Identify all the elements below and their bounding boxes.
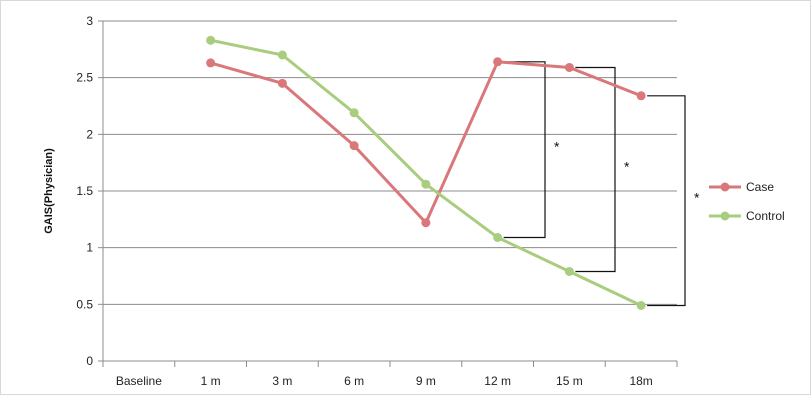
x-tick-label: 18m [629,374,652,388]
y-tick-label: 2.5 [76,71,93,85]
x-tick-labels: Baseline 1 m 3 m 6 m 9 m 12 m 15 m 18m [116,374,653,388]
data-point-case [564,62,574,72]
series-line-case [210,60,642,225]
x-tick-label: Baseline [116,374,162,388]
data-point-case [349,141,359,151]
significance-bracket [503,61,546,239]
significance-star: * [694,190,700,206]
data-point-case [206,58,216,68]
x-tick-label: 1 m [201,374,221,388]
x-tick-label: 15 m [556,374,583,388]
data-point-control [349,108,359,118]
x-tick-label: 12 m [484,374,511,388]
significance-star: * [554,139,560,155]
data-point-control [277,50,287,60]
legend-label-control: Control [746,209,785,223]
axes [98,20,678,367]
data-point-control [564,266,574,276]
series-lines [206,35,646,310]
x-tick-label: 6 m [344,374,364,388]
legend: Case Control [709,180,785,223]
y-tick-labels: 0 0.5 1 1.5 2 2.5 3 [76,14,93,368]
data-point-control [206,35,216,45]
gridlines [103,20,677,305]
legend-marker-control [720,211,730,221]
data-point-control [636,300,646,310]
data-point-case [493,57,503,67]
x-tick-label: 3 m [272,374,292,388]
y-tick-label: 1 [86,241,93,255]
y-tick-label: 2 [86,127,93,141]
data-point-case [636,91,646,101]
y-axis-label: GAIS(Physician) [43,148,55,234]
y-tick-label: 3 [86,14,93,28]
data-point-control [421,179,431,189]
significance-brackets: * * * [503,61,700,307]
y-tick-label: 0 [86,354,93,368]
legend-marker-case [720,182,730,192]
y-tick-label: 0.5 [76,297,93,311]
data-point-case [421,218,431,228]
data-point-control [493,232,503,242]
x-tick-label: 9 m [416,374,436,388]
legend-label-case: Case [746,180,774,194]
significance-bracket [575,66,616,273]
significance-bracket [647,95,686,307]
significance-star: * [624,158,630,174]
data-point-case [277,78,287,88]
y-tick-label: 1.5 [76,184,93,198]
